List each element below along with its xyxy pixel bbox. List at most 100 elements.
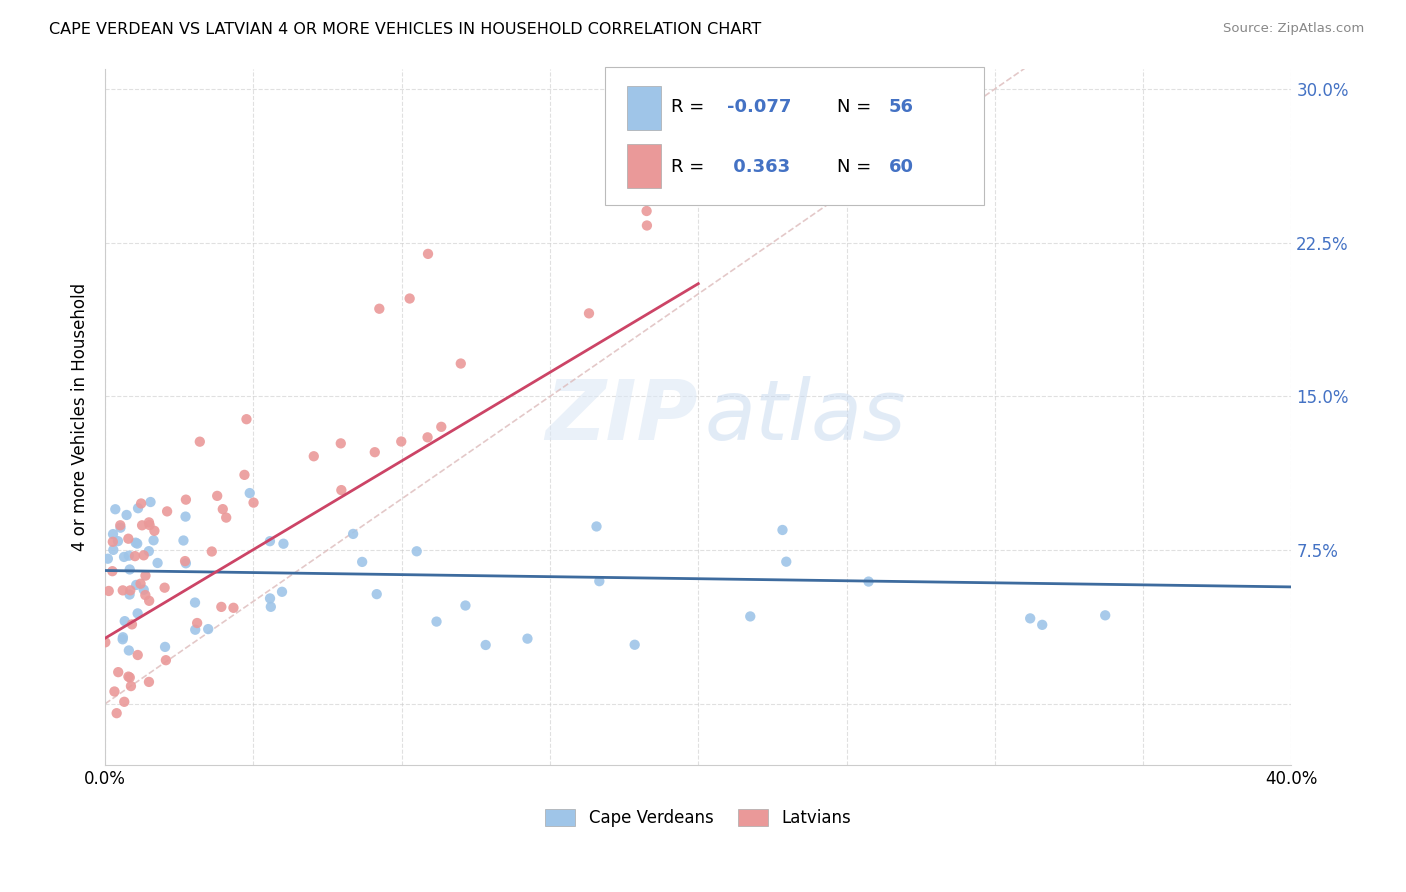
Point [138, 518, 160, 533]
Point [174, 554, 197, 568]
Point [330, 483, 353, 497]
Point [172, 533, 194, 548]
Point [112, 549, 135, 564]
Point [772, 523, 794, 537]
Point [174, 509, 197, 524]
Point [118, 643, 141, 657]
Point [156, 504, 179, 518]
Point [153, 581, 176, 595]
Point [134, 588, 156, 602]
Point [118, 562, 141, 576]
Point [114, 614, 136, 628]
Point [239, 486, 262, 500]
Point [101, 527, 124, 541]
Point [585, 519, 607, 533]
Point [103, 684, 125, 698]
Point [111, 630, 134, 644]
Text: ZIP: ZIP [546, 376, 699, 458]
Point [134, 568, 156, 582]
Point [222, 600, 245, 615]
Text: R =: R = [671, 98, 710, 116]
Point [103, 542, 125, 557]
Point [352, 555, 374, 569]
Point [107, 665, 129, 680]
Point [105, 706, 128, 721]
Point [132, 549, 155, 563]
Text: CAPE VERDEAN VS LATVIAN 4 OR MORE VEHICLES IN HOUSEHOLD CORRELATION CHART: CAPE VERDEAN VS LATVIAN 4 OR MORE VEHICL… [49, 22, 762, 37]
Point [107, 534, 129, 549]
Text: 56: 56 [889, 98, 914, 116]
Point [127, 607, 149, 621]
Point [188, 434, 211, 449]
Point [127, 501, 149, 516]
Point [127, 536, 149, 550]
Point [389, 434, 412, 449]
Point [110, 518, 132, 533]
Point [118, 549, 141, 563]
Point [425, 615, 447, 629]
Point [329, 436, 352, 450]
Point [138, 544, 160, 558]
Point [97, 551, 120, 566]
Point [242, 495, 264, 509]
Point [111, 583, 134, 598]
Point [416, 247, 439, 261]
Point [104, 502, 127, 516]
Point [623, 638, 645, 652]
Point [1019, 611, 1042, 625]
Point [259, 591, 281, 606]
Text: 60: 60 [889, 158, 914, 176]
Point [97, 584, 120, 599]
Point [693, 118, 716, 132]
Point [142, 533, 165, 548]
Point [117, 532, 139, 546]
Point [1094, 608, 1116, 623]
Text: N =: N = [837, 158, 876, 176]
Point [342, 527, 364, 541]
Point [174, 492, 197, 507]
Point [368, 301, 391, 316]
Point [124, 535, 146, 549]
Text: R =: R = [671, 158, 710, 176]
Point [364, 445, 387, 459]
Point [405, 544, 427, 558]
Point [454, 599, 477, 613]
Text: N =: N = [837, 98, 876, 116]
Point [215, 510, 238, 524]
Point [516, 632, 538, 646]
Point [115, 508, 138, 522]
Point [127, 648, 149, 662]
Point [139, 495, 162, 509]
Point [233, 467, 256, 482]
Point [366, 587, 388, 601]
Legend: Cape Verdeans, Latvians: Cape Verdeans, Latvians [538, 802, 858, 833]
Point [201, 544, 224, 558]
Point [578, 306, 600, 320]
Point [174, 557, 197, 571]
Text: Source: ZipAtlas.com: Source: ZipAtlas.com [1223, 22, 1364, 36]
Point [430, 420, 453, 434]
Point [121, 617, 143, 632]
Point [1031, 617, 1053, 632]
Point [131, 518, 153, 533]
Text: atlas: atlas [704, 376, 905, 458]
Point [111, 632, 134, 647]
Point [205, 489, 228, 503]
Point [101, 534, 124, 549]
Point [636, 219, 658, 233]
Point [398, 292, 420, 306]
Point [209, 599, 232, 614]
Point [450, 357, 472, 371]
Point [271, 584, 294, 599]
Point [184, 623, 207, 637]
Point [775, 555, 797, 569]
Point [858, 574, 880, 589]
Point [118, 670, 141, 684]
Point [153, 640, 176, 654]
Point [101, 564, 124, 578]
Point [636, 204, 658, 219]
Point [94, 635, 117, 649]
Y-axis label: 4 or more Vehicles in Household: 4 or more Vehicles in Household [72, 283, 89, 551]
Point [474, 638, 496, 652]
Point [186, 615, 208, 630]
